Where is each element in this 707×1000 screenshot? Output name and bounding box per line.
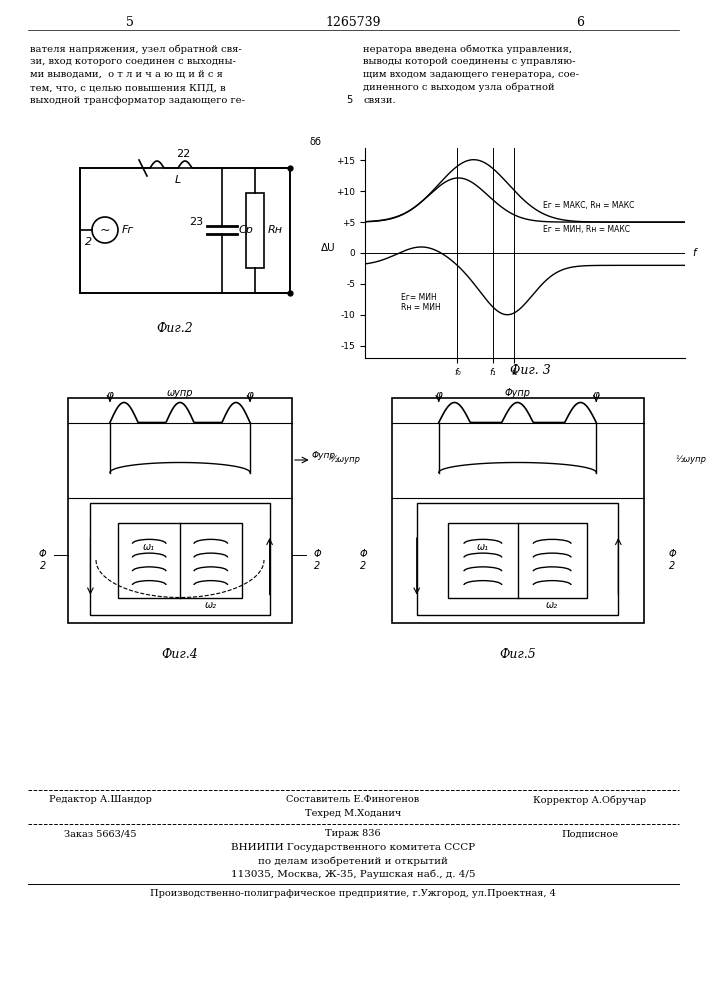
Text: Редактор А.Шандор: Редактор А.Шандор — [49, 796, 151, 804]
Text: Составитель Е.Финогенов: Составитель Е.Финогенов — [286, 796, 419, 804]
Bar — [448, 522, 587, 597]
Text: Φ
2: Φ 2 — [359, 549, 367, 571]
Text: Φ
2: Φ 2 — [39, 549, 47, 571]
Text: зи, вход которого соединен с выходны-: зи, вход которого соединен с выходны- — [30, 57, 236, 66]
Y-axis label: ΔU: ΔU — [321, 243, 335, 253]
Text: ми выводами,  о т л и ч а ю щ и й с я: ми выводами, о т л и ч а ю щ и й с я — [30, 70, 223, 79]
Bar — [90, 502, 269, 615]
Bar — [118, 522, 242, 597]
Text: ω₂: ω₂ — [546, 600, 558, 610]
Text: Eг= МИН
Rн = МИН: Eг= МИН Rн = МИН — [401, 293, 440, 312]
Bar — [80, 168, 290, 293]
Text: Подписное: Подписное — [561, 830, 619, 838]
Text: 23: 23 — [189, 217, 203, 227]
Text: Φупр: Φупр — [312, 450, 336, 460]
Text: Корректор А.Обручар: Корректор А.Обручар — [534, 795, 647, 805]
Text: Φупр: Φупр — [505, 387, 530, 397]
Text: f: f — [692, 248, 696, 258]
Bar — [392, 397, 643, 622]
Text: φ: φ — [247, 390, 253, 400]
Text: выходной трансформатор задающего ге-: выходной трансформатор задающего ге- — [30, 96, 245, 105]
Text: ωупр: ωупр — [167, 387, 193, 397]
Text: ½ωупр: ½ωупр — [329, 456, 360, 464]
Text: 2: 2 — [86, 237, 93, 247]
Text: Производственно-полиграфическое предприятие, г.Ужгород, ул.Проектная, 4: Производственно-полиграфическое предприя… — [150, 890, 556, 898]
Text: Eг = МАКС, Rн = МАКС: Eг = МАКС, Rн = МАКС — [543, 201, 634, 210]
Text: ω₁: ω₁ — [477, 542, 489, 552]
Text: Тираж 836: Тираж 836 — [325, 830, 381, 838]
Text: ω₂: ω₂ — [205, 600, 217, 610]
Text: Fг: Fг — [122, 225, 134, 235]
Text: по делам изобретений и открытий: по делам изобретений и открытий — [258, 856, 448, 866]
Text: ½ωупр: ½ωупр — [675, 456, 706, 464]
Text: вателя напряжения, узел обратной свя-: вателя напряжения, узел обратной свя- — [30, 44, 242, 53]
Bar — [68, 397, 292, 622]
Text: L: L — [175, 175, 181, 185]
Bar — [246, 193, 264, 268]
Text: нератора введена обмотка управления,: нератора введена обмотка управления, — [363, 44, 572, 53]
Text: φ: φ — [592, 390, 600, 400]
Text: Φ
2: Φ 2 — [313, 549, 321, 571]
Text: Заказ 5663/45: Заказ 5663/45 — [64, 830, 136, 838]
Text: 5: 5 — [346, 95, 352, 105]
Text: δб: δб — [309, 137, 321, 147]
Text: диненного с выходом узла обратной: диненного с выходом узла обратной — [363, 83, 554, 93]
Text: 5: 5 — [126, 15, 134, 28]
Text: связи.: связи. — [363, 96, 396, 105]
Text: тем, что, с целью повышения КПД, в: тем, что, с целью повышения КПД, в — [30, 83, 226, 92]
Text: 22: 22 — [176, 149, 190, 159]
Text: Rн: Rн — [268, 225, 283, 235]
Text: ~: ~ — [100, 224, 110, 236]
Text: φ: φ — [436, 390, 442, 400]
Text: Фиг. 3: Фиг. 3 — [510, 363, 550, 376]
Text: 113035, Москва, Ж-35, Раушская наб., д. 4/5: 113035, Москва, Ж-35, Раушская наб., д. … — [230, 869, 475, 879]
Text: ω₁: ω₁ — [144, 542, 156, 552]
Text: Cр: Cр — [239, 225, 254, 235]
Text: ВНИИПИ Государственного комитета СССР: ВНИИПИ Государственного комитета СССР — [231, 844, 475, 852]
Bar — [416, 502, 619, 615]
Text: 6: 6 — [576, 15, 584, 28]
Text: Техред М.Ходанич: Техред М.Ходанич — [305, 810, 401, 818]
Text: Фиг.5: Фиг.5 — [499, 648, 536, 662]
Text: щим входом задающего генератора, сое-: щим входом задающего генератора, сое- — [363, 70, 579, 79]
Text: 1265739: 1265739 — [325, 15, 381, 28]
Text: выводы которой соединены с управляю-: выводы которой соединены с управляю- — [363, 57, 575, 66]
Text: Eг = МИН, Rн = МАКС: Eг = МИН, Rн = МАКС — [543, 225, 630, 234]
Text: Фиг.4: Фиг.4 — [162, 648, 199, 662]
Text: Фиг.2: Фиг.2 — [157, 322, 194, 334]
Text: Φ
2: Φ 2 — [668, 549, 676, 571]
Text: φ: φ — [107, 390, 113, 400]
